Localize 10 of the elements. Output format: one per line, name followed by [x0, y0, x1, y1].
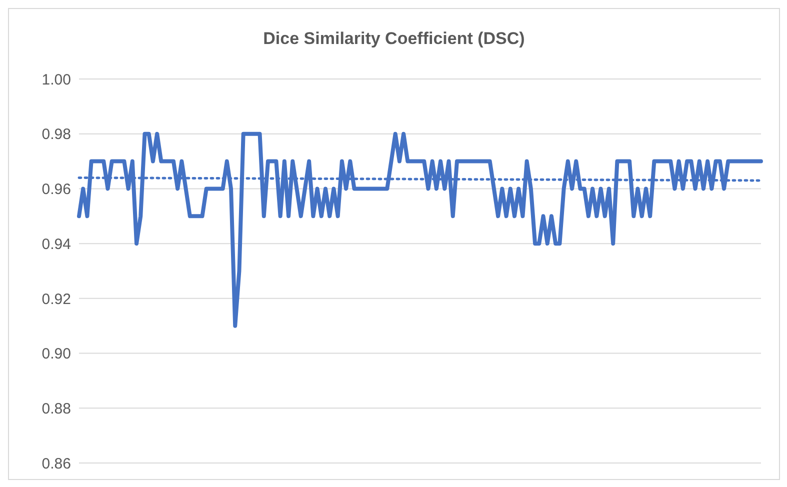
y-tick-label: 1.00: [42, 71, 71, 88]
line-series: [77, 132, 763, 328]
y-tick-label: 0.90: [42, 346, 71, 363]
chart-title: Dice Similarity Coefficient (DSC): [262, 29, 526, 49]
y-tick-label: 0.96: [42, 181, 71, 198]
y-tick-label: 0.86: [42, 455, 71, 472]
y-tick-label: 0.92: [42, 290, 71, 308]
y-tick-label: 0.88: [42, 400, 71, 418]
y-tick-label: 0.98: [42, 126, 71, 144]
y-tick-label: 0.94: [42, 236, 71, 253]
